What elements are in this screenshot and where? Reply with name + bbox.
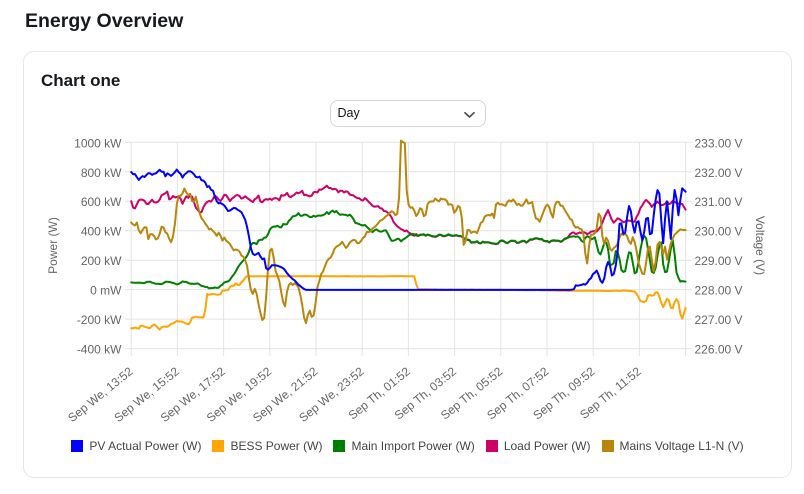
svg-text:228.00 V: 228.00 V xyxy=(695,284,743,298)
svg-text:227.00 V: 227.00 V xyxy=(695,313,743,327)
svg-text:1000 kW: 1000 kW xyxy=(74,136,122,150)
svg-text:0 mW: 0 mW xyxy=(90,284,122,298)
svg-text:-200 kW: -200 kW xyxy=(77,313,122,327)
svg-text:226.00 V: 226.00 V xyxy=(695,343,743,357)
svg-text:230.00 V: 230.00 V xyxy=(695,225,743,239)
svg-text:229.00 V: 229.00 V xyxy=(695,254,743,268)
svg-text:Power (W): Power (W) xyxy=(46,217,60,274)
svg-text:Voltage (V): Voltage (V) xyxy=(753,216,767,275)
svg-text:400 kW: 400 kW xyxy=(81,225,122,239)
svg-text:600 kW: 600 kW xyxy=(81,195,122,209)
svg-text:200 kW: 200 kW xyxy=(81,254,122,268)
svg-text:-400 kW: -400 kW xyxy=(77,343,122,357)
svg-text:800 kW: 800 kW xyxy=(81,166,122,180)
svg-text:231.00 V: 231.00 V xyxy=(695,195,743,209)
svg-text:233.00 V: 233.00 V xyxy=(695,136,743,150)
svg-text:232.00 V: 232.00 V xyxy=(695,166,743,180)
